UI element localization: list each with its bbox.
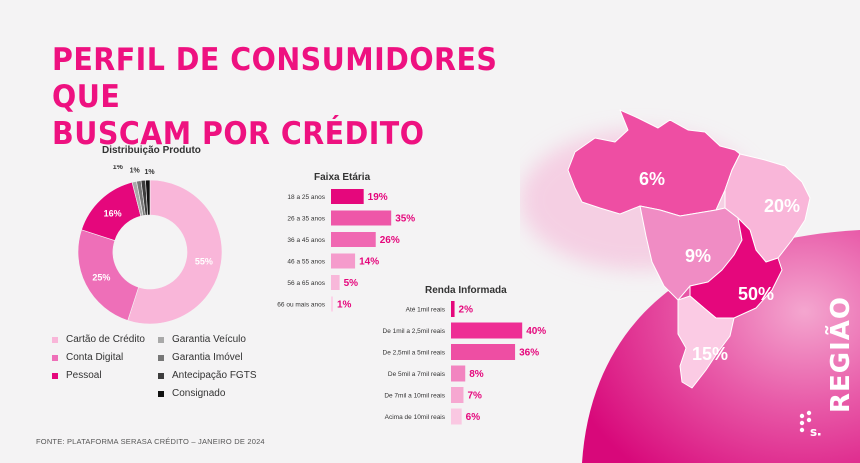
legend-label-4: Garantia Imóvel	[172, 352, 243, 363]
income-bars-bar-1	[451, 322, 523, 339]
legend-swatch-3	[158, 336, 164, 343]
donut-label-6: 1%	[144, 169, 155, 176]
income-bars-value-1: 40%	[526, 326, 546, 337]
legend-label-1: Conta Digital	[66, 352, 124, 363]
legend-swatch-4	[158, 354, 164, 361]
income-bars-category-4: De 7mil a 10mil reais	[384, 393, 445, 400]
donut-label-0: 55%	[195, 257, 213, 267]
age-bar-chart: 18 a 25 anos 19% 26 a 35 anos 35% 36 a 45 an…	[277, 189, 415, 312]
legend-item-1: Conta Digital	[52, 352, 123, 363]
income-bars-bar-3	[451, 365, 466, 382]
page-title: PERFIL DE CONSUMIDORES QUE BUSCAM POR CR…	[52, 42, 530, 153]
income-bars-category-0: Até 1mil reais	[406, 307, 446, 314]
source-footer: FONTE: PLATAFORMA SERASA CRÉDITO – JANEI…	[36, 437, 265, 446]
svg-text:s: s	[810, 425, 817, 439]
legend-label-3: Garantia Veículo	[172, 334, 246, 345]
income-bars-value-5: 6%	[466, 412, 481, 423]
legend-swatch-5	[158, 372, 164, 379]
age-bars-value-5: 1%	[337, 300, 352, 311]
age-bars-category-1: 26 a 35 anos	[287, 216, 325, 223]
income-bars-bar-0	[451, 301, 455, 317]
age-bars-category-0: 18 a 25 anos	[287, 194, 325, 201]
income-bars-value-4: 7%	[467, 391, 482, 402]
donut-slice-0	[127, 179, 223, 325]
age-chart-title: Faixa Etária	[314, 172, 371, 183]
legend-swatch-6	[158, 390, 164, 397]
map-label-norte: 6%	[639, 169, 665, 189]
income-bar-chart: Até 1mil reais 2% De 1mil a 2,5mil reais 40…	[383, 301, 546, 425]
income-bars-bar-2	[451, 344, 516, 360]
region-label: REGIÃO	[826, 296, 856, 414]
legend-label-5: Antecipação FGTS	[172, 370, 257, 381]
legend-swatch-2	[52, 372, 58, 379]
age-bars-value-1: 35%	[395, 214, 415, 225]
map-label-sudeste: 50%	[738, 284, 774, 304]
age-bars-value-4: 5%	[344, 278, 359, 289]
income-bars-value-0: 2%	[459, 305, 474, 316]
age-bars-value-2: 26%	[380, 235, 400, 246]
legend-item-5: Antecipação FGTS	[158, 370, 256, 381]
legend-item-2: Pessoal	[52, 370, 102, 381]
map-label-sul: 15%	[692, 344, 728, 364]
age-bars-bar-3	[331, 253, 356, 269]
serasa-logo: s	[799, 410, 821, 439]
age-bars-category-3: 46 a 55 anos	[287, 259, 325, 266]
title-line-1: PERFIL DE CONSUMIDORES QUE	[52, 42, 498, 115]
legend-label-6: Consignado	[172, 388, 226, 399]
map-region-norte	[567, 109, 741, 217]
donut-label-3: 1%	[92, 165, 103, 166]
legend-item-0: Cartão de Crédito	[52, 334, 145, 345]
age-bars-category-4: 56 a 65 anos	[287, 280, 325, 287]
map-region-sul	[677, 295, 735, 389]
legend-label-0: Cartão de Crédito	[66, 334, 145, 345]
income-bars-category-1: De 1mil a 2,5mil reais	[383, 328, 446, 335]
legend-item-3: Garantia Veículo	[158, 334, 246, 345]
income-bars-category-2: De 2,5mil a 5mil reais	[383, 350, 446, 357]
title-line-2: BUSCAM POR CRÉDITO	[52, 116, 425, 152]
income-bars-bar-4	[451, 387, 464, 403]
age-bars-bar-5	[331, 296, 333, 312]
donut-slice-6	[145, 179, 151, 216]
legend-swatch-0	[52, 336, 58, 343]
age-bars-value-3: 14%	[359, 257, 379, 268]
income-bars-category-3: De 5mil a 7mil reais	[388, 371, 446, 378]
donut-label-2: 16%	[104, 208, 122, 218]
age-bars-category-2: 36 a 45 anos	[287, 237, 325, 244]
donut-title: Distribuição Produto	[102, 145, 201, 156]
product-donut-chart: 55%25%16%1%1%1%1%	[77, 165, 223, 325]
income-chart-title: Renda Informada	[425, 285, 507, 296]
map-label-nordeste: 20%	[764, 196, 800, 216]
donut-label-1: 25%	[92, 273, 110, 283]
age-bars-bar-0	[331, 189, 364, 204]
age-bars-value-0: 19%	[368, 192, 388, 203]
income-bars-bar-5	[451, 408, 462, 425]
age-bars-bar-2	[331, 232, 376, 247]
map-label-centro-oeste: 9%	[685, 246, 711, 266]
legend-item-4: Garantia Imóvel	[158, 352, 243, 363]
legend-swatch-1	[52, 354, 58, 361]
donut-label-4: 1%	[113, 165, 124, 171]
income-bars-value-3: 8%	[469, 369, 484, 380]
brazil-region-map: 6% 20% 9% 50% 15%	[520, 109, 860, 463]
age-bars-bar-4	[331, 275, 340, 290]
legend-label-2: Pessoal	[66, 370, 102, 381]
income-bars-value-2: 36%	[519, 348, 539, 359]
age-bars-bar-1	[331, 210, 392, 226]
donut-label-5: 1%	[130, 167, 141, 174]
income-bars-category-5: Acima de 10mil reais	[385, 414, 446, 421]
donut-legend: Cartão de Crédito Conta Digital Pessoal Gar…	[52, 334, 292, 414]
age-bars-category-5: 66 ou mais anos	[277, 302, 325, 309]
legend-item-6: Consignado	[158, 388, 225, 399]
